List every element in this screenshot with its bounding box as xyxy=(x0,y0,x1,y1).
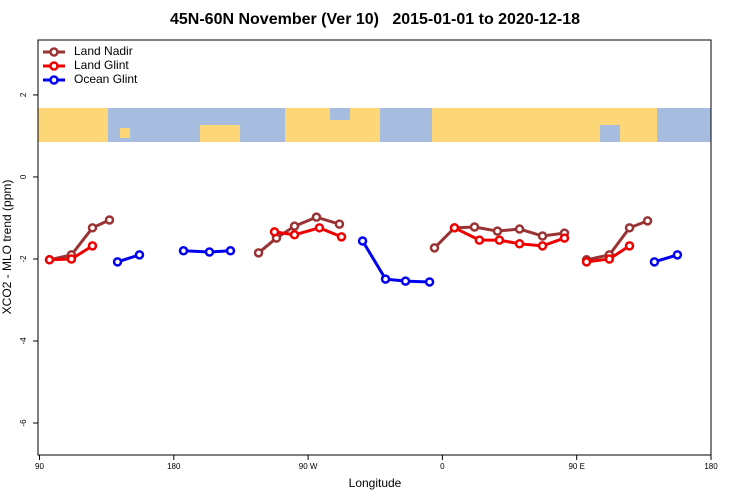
point xyxy=(357,236,368,246)
legend-label: Land Nadir xyxy=(74,44,133,58)
legend-marker xyxy=(49,47,59,57)
x-tick-label: 180 xyxy=(167,462,181,471)
series-line xyxy=(274,226,343,239)
x-tick-label: 90 W xyxy=(299,462,318,471)
point xyxy=(672,250,683,260)
point xyxy=(289,230,300,240)
point xyxy=(469,222,480,232)
point xyxy=(559,233,570,243)
point xyxy=(87,223,98,233)
point xyxy=(581,257,592,267)
point xyxy=(253,248,264,258)
y-tick-label: -2 xyxy=(19,255,28,263)
x-tick-label: 90 E xyxy=(568,462,584,471)
x-tick-label: 90 xyxy=(35,462,44,471)
legend-label: Ocean Glint xyxy=(74,72,138,86)
point xyxy=(494,235,505,245)
point xyxy=(642,216,653,226)
x-axis-label: Longitude xyxy=(349,476,402,490)
point xyxy=(178,246,189,256)
y-tick-label: -4 xyxy=(19,337,28,345)
point xyxy=(492,226,503,236)
point xyxy=(87,241,98,251)
point xyxy=(380,274,391,284)
series-line xyxy=(49,218,111,262)
point xyxy=(649,257,660,267)
point xyxy=(624,223,635,233)
legend-marker xyxy=(49,75,59,85)
point xyxy=(289,221,300,231)
chart-title: 45N-60N November (Ver 10) 2015-01-01 to … xyxy=(170,11,580,28)
point xyxy=(66,254,77,264)
point xyxy=(400,276,411,286)
map-band xyxy=(38,108,711,142)
point xyxy=(429,243,440,253)
series-line xyxy=(586,219,649,262)
series-line xyxy=(361,240,430,284)
point xyxy=(514,239,525,249)
point xyxy=(334,219,345,229)
point xyxy=(225,246,236,256)
y-axis-label: XCO2 - MLO trend (ppm) xyxy=(0,180,14,315)
point xyxy=(537,231,548,241)
point xyxy=(474,235,485,245)
point xyxy=(604,254,615,264)
point xyxy=(514,224,525,234)
point xyxy=(314,223,325,233)
point xyxy=(424,277,435,287)
point xyxy=(44,255,55,265)
point xyxy=(112,257,123,267)
legend-marker xyxy=(49,61,59,71)
point xyxy=(269,227,280,237)
point xyxy=(134,250,145,260)
y-tick-label: 2 xyxy=(19,92,28,97)
point xyxy=(204,247,215,257)
y-tick-label: -6 xyxy=(19,419,28,427)
x-tick-label: 180 xyxy=(704,462,718,471)
point xyxy=(537,241,548,251)
y-tick-label: 0 xyxy=(19,174,28,179)
point xyxy=(449,223,460,233)
point xyxy=(311,212,322,222)
x-tick-label: 0 xyxy=(440,462,445,471)
point xyxy=(624,241,635,251)
point xyxy=(336,232,347,242)
legend-label: Land Glint xyxy=(74,58,129,72)
point xyxy=(104,215,115,225)
plot-frame xyxy=(37,39,712,456)
